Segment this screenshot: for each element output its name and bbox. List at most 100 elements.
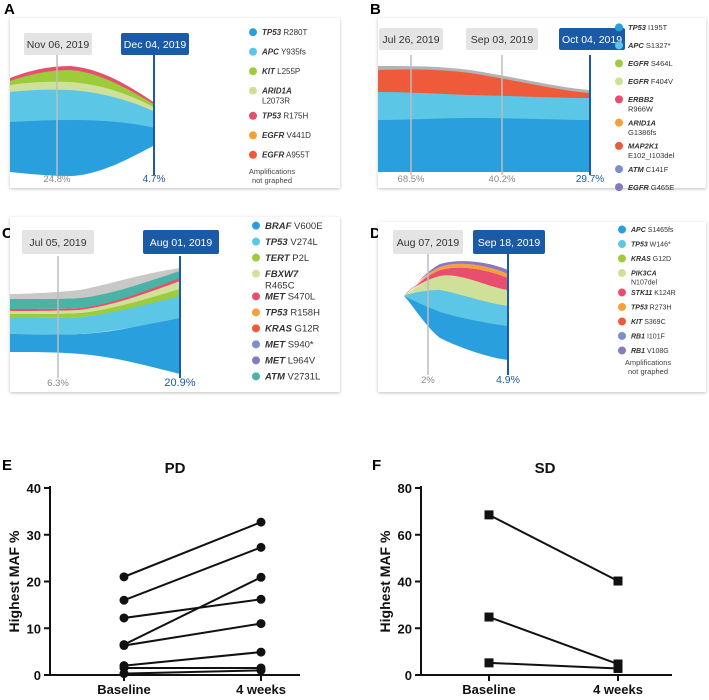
legend-swatch [615, 95, 623, 104]
legend-variant: F404V [649, 77, 673, 86]
legend-label: EGFR F404V [628, 77, 673, 86]
series-patient-3 [484, 658, 623, 673]
legend-item-apc-s1465fs: APC S1465fs [618, 225, 674, 234]
panel-a-note-line1: Amplifications [249, 167, 296, 176]
x-tick-label: 4 weeks [236, 682, 286, 697]
legend-swatch [249, 86, 257, 95]
legend-variant: I101F [645, 333, 665, 340]
legend-swatch [252, 237, 260, 246]
legend-variant: E102_I103del [628, 151, 675, 160]
stream-atm [10, 270, 180, 309]
legend-variant: G1386fs [628, 128, 657, 137]
data-point [256, 572, 266, 582]
legend-gene: EGFR [628, 77, 649, 86]
y-tick-label: 0 [405, 668, 412, 683]
panel-b-date-blue-box [559, 28, 625, 50]
legend-gene: MET [265, 292, 286, 303]
data-point [119, 641, 129, 651]
legend-item-tp53-i195t: TP53 I195T [615, 23, 668, 32]
legend-gene: TP53 [262, 112, 282, 121]
legend-variant: I195T [646, 23, 668, 32]
panel-b-pct-mid: 40.2% [489, 174, 516, 185]
legend-variant: S1465fs [646, 227, 674, 234]
panel-a-note-line2: not graphed [252, 176, 292, 185]
legend-label: RB1 V108G [631, 348, 669, 355]
panel-c-stream [10, 268, 180, 374]
legend-gene: STK11 [631, 290, 652, 297]
panel-b-date-gray1-box [379, 28, 443, 50]
stream-tp53-r175h [10, 66, 155, 105]
legend-gene: RB1 [631, 333, 645, 340]
legend-item-kras-g12d: KRAS G12D [618, 254, 671, 263]
legend-gene: BRAF [265, 221, 292, 232]
legend-swatch [618, 302, 626, 311]
data-point [613, 576, 623, 586]
y-tick-label: 0 [34, 668, 41, 683]
legend-swatch [615, 23, 623, 32]
panel-b: B Jul 26, 2019 Sep 03, 2019 Oct 04, 2019… [370, 1, 706, 192]
legend-label: PIK3CA [631, 271, 657, 278]
legend-swatch [249, 150, 257, 159]
series-line [488, 616, 619, 665]
legend-swatch [618, 288, 626, 297]
legend-gene: APC [630, 227, 647, 234]
legend-item-stk11-k124r: STK11 K124R [618, 288, 676, 297]
data-point [613, 663, 623, 673]
legend-item-apc-s1327: APC S1327* [615, 41, 671, 50]
data-point [256, 594, 266, 604]
stream-kit [10, 68, 155, 108]
data-point [256, 665, 266, 675]
data-point [119, 595, 129, 605]
legend-variant: G12D [651, 256, 671, 263]
panel-e-chart: PD Highest MAF % 0 10 20 30 40 Baseline 4 weeks [6, 460, 300, 697]
legend-label: APC S1465fs [630, 227, 674, 234]
legend-swatch [615, 183, 623, 192]
x-tick-label: 4 weeks [593, 682, 643, 697]
legend-label: ARID1A [627, 118, 656, 127]
legend-variant: L2073R [262, 97, 290, 106]
panel-c-date-blue: Aug 01, 2019 [150, 237, 213, 249]
legend-variant: V108G [645, 348, 669, 355]
legend-gene: ERBB2 [628, 95, 654, 104]
legend-gene: EGFR [628, 59, 649, 68]
stream-minor [378, 66, 590, 93]
legend-variant: V274L [288, 237, 318, 248]
legend-label: KRAS G12D [631, 256, 671, 263]
panel-c-pct-left: 6.3% [47, 378, 69, 389]
legend-item-egfr-v441d: EGFR V441D [249, 131, 311, 140]
panel-c-letter: C [2, 225, 13, 242]
legend-gene: RB1 [631, 348, 645, 355]
y-tick-label: 80 [398, 481, 412, 496]
y-tick-label: 40 [27, 481, 41, 496]
legend-variant: S1327* [644, 41, 671, 50]
legend-label: TP53 V274L [265, 237, 318, 248]
panel-d-date-gray: Aug 07, 2019 [397, 237, 460, 249]
panel-c: C Jul 05, 2019 Aug 01, 2019 6.3% 20.9% B… [2, 217, 340, 392]
panel-d-date-blue-box [473, 230, 545, 254]
legend-label: TP53 R280T [262, 28, 307, 37]
legend-gene: KIT [262, 67, 276, 76]
legend-label: KRAS G12R [265, 324, 320, 335]
legend-item-pik3ca-n107del: PIK3CA N107del [618, 269, 658, 287]
y-tick-label: 40 [398, 575, 412, 590]
legend-variant: R273H [648, 304, 672, 311]
legend-gene: TERT [265, 253, 291, 264]
panel-b-date-blue: Oct 04, 2019 [562, 34, 622, 46]
legend-swatch [252, 221, 260, 230]
legend-variant: V600E [291, 221, 322, 232]
stream-minor-c [10, 268, 180, 299]
legend-label: ERBB2 [628, 95, 654, 104]
series-patient-2 [119, 542, 266, 605]
legend-gene: APC [627, 41, 644, 50]
legend-variant: R175H [281, 112, 308, 121]
legend-item-tp53-r273h: TP53 R273H [618, 302, 672, 311]
legend-swatch [615, 165, 623, 174]
legend-item-egfr-f404v: EGFR F404V [615, 77, 673, 86]
legend-item-kras-g12r: KRAS G12R [252, 324, 320, 335]
stream-pik3ca-d [404, 275, 508, 306]
legend-swatch [252, 372, 260, 381]
